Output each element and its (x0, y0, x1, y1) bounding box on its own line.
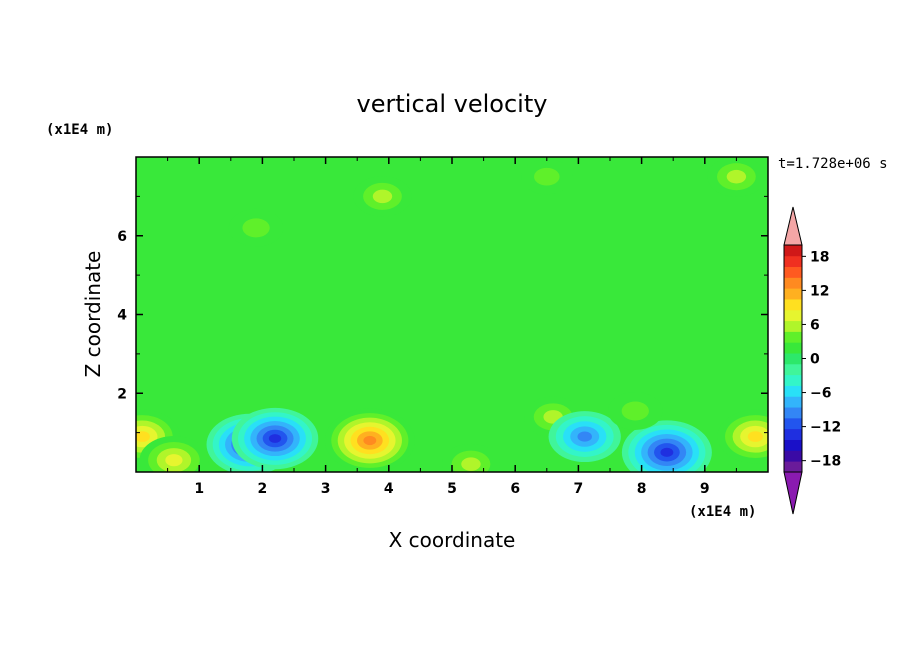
colorbar-tick-label: 0 (810, 352, 820, 368)
contour-level (136, 431, 150, 442)
colorbar-segment (784, 320, 802, 332)
x-tick-label: 7 (574, 481, 584, 497)
y-unit-label: (x1E4 m) (46, 122, 113, 138)
colorbar-segment (784, 331, 802, 343)
chart-title: vertical velocity (357, 90, 548, 118)
x-tick-label: 8 (637, 481, 647, 497)
field-downdraft (621, 420, 712, 472)
colorbar-tick-label: 18 (810, 249, 829, 265)
colorbar-extend-high (783, 206, 803, 246)
x-tick-label: 4 (384, 481, 394, 497)
field-downdraft (548, 411, 621, 463)
colorbar-segment (784, 374, 802, 386)
colorbar-segment (784, 299, 802, 311)
x-tick-label: 9 (700, 481, 710, 497)
field-updraft (324, 408, 415, 472)
colorbar-tick-label: −6 (810, 386, 831, 402)
colorbar-segment (784, 353, 802, 365)
contour-level (577, 431, 592, 442)
colorbar-segment (784, 277, 802, 289)
colorbar-tick-label: 6 (810, 317, 820, 333)
field-updraft (717, 409, 768, 464)
field-updraft (521, 159, 573, 195)
contour-level (621, 401, 649, 421)
field-updraft (607, 391, 663, 430)
contour-level (165, 454, 183, 467)
x-tick-label: 2 (258, 481, 268, 497)
colorbar-segment (784, 288, 802, 300)
colorbar-segment (784, 255, 802, 268)
y-axis: 2 4 6 (117, 195, 768, 434)
colorbar-segment (784, 363, 802, 376)
contour-level (268, 434, 282, 443)
colorbar-tick-label: −12 (810, 420, 841, 436)
x-tick-label: 3 (321, 481, 331, 497)
x-tick-label: 1 (194, 481, 204, 497)
x-axis: 1 2 3 4 5 6 7 8 9 (167, 157, 737, 497)
colorbar-segment (784, 450, 802, 462)
field-updraft (707, 157, 766, 197)
contour-level (461, 457, 481, 471)
contour-level (372, 189, 393, 204)
field-updraft (353, 176, 412, 217)
colorbar-tick-label: −18 (810, 454, 841, 470)
x-axis-label: X coordinate (389, 528, 516, 552)
colorbar-segment (784, 309, 802, 322)
time-label: t=1.728e+06 s (778, 156, 888, 172)
colorbar-extend-low (783, 471, 803, 515)
colorbar-segment (784, 266, 802, 278)
colorbar-segment (784, 407, 802, 419)
colorbar-segment (784, 417, 802, 430)
field-downdraft (231, 407, 319, 470)
colorbar-segment (784, 428, 802, 440)
y-axis-label: Z coordinate (81, 251, 105, 378)
colorbar-segment (784, 396, 802, 408)
colorbar-segment (784, 461, 802, 473)
y-tick-label: 6 (117, 229, 127, 245)
contour-level (534, 167, 560, 186)
colorbar-segment (784, 342, 802, 354)
x-tick-label: 6 (510, 481, 520, 497)
colorbar-segment (784, 245, 802, 257)
x-tick-label: 5 (447, 481, 457, 497)
contour-level (726, 169, 747, 184)
colorbar: 18 12 6 0 −6 −12 −18 (783, 206, 841, 515)
contour-level (242, 218, 270, 238)
colorbar-segment (784, 439, 802, 451)
velocity-field (136, 157, 768, 472)
contour-level (660, 447, 674, 457)
field-updraft (441, 443, 501, 472)
contour-level (747, 431, 763, 442)
colorbar-tick-label: 12 (810, 283, 829, 299)
field-updraft (139, 436, 209, 472)
colorbar-segment (784, 385, 802, 397)
field-updraft (228, 208, 284, 247)
contour-level (363, 435, 377, 446)
y-tick-label: 4 (117, 308, 127, 324)
x-unit-label: (x1E4 m) (689, 504, 756, 520)
y-tick-label: 2 (117, 386, 127, 402)
